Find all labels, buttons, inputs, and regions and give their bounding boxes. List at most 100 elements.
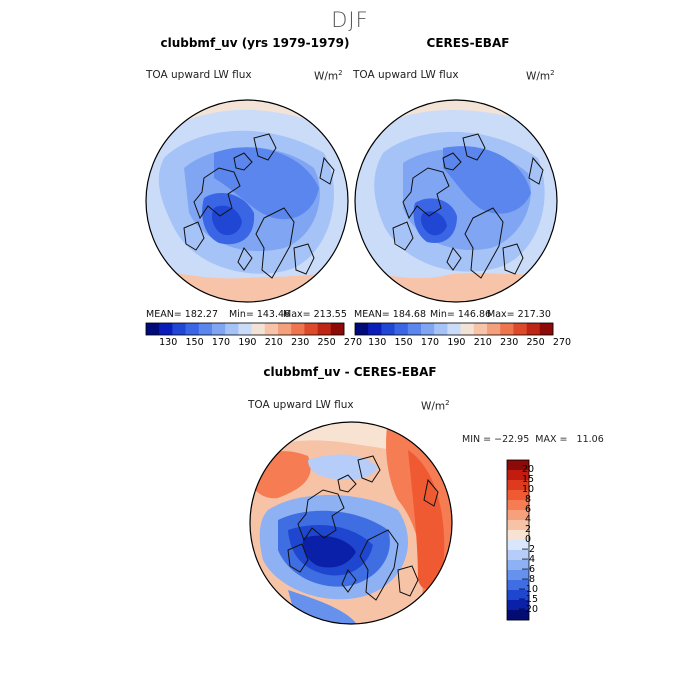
obs-min-label: Min= 146.86 [430, 309, 492, 320]
model-max-label: Max= 213.55 [283, 309, 347, 320]
model-polar-map [145, 99, 349, 303]
obs-colorbar-tick-label: 210 [473, 337, 492, 348]
diff-colorbar-swatch [507, 510, 529, 521]
obs-max-label: Max= 217.30 [487, 309, 551, 320]
obs-colorbar-swatch [473, 323, 488, 335]
model-colorbar-tick-label: 170 [211, 337, 231, 348]
diff-colorbar-swatch [507, 550, 529, 561]
obs-colorbar-swatch [500, 323, 514, 335]
model-colorbar-swatch [264, 323, 279, 335]
diff-minmax-label: MIN = −22.95 MAX = 11.06 [462, 434, 604, 445]
diff-colorbar-frame [506, 459, 530, 621]
model-colorbar-swatch [198, 323, 213, 335]
diff-colorbar-swatch [507, 610, 529, 621]
obs-colorbar [354, 322, 554, 336]
obs-units-label: W/m2 [526, 69, 555, 83]
model-colorbar-swatch [172, 323, 186, 335]
model-units-label: W/m2 [314, 69, 343, 83]
model-mean-label: MEAN= 182.27 [146, 309, 219, 320]
model-colorbar-swatch [185, 323, 200, 335]
model-colorbar-swatch [159, 323, 173, 335]
diff-colorbar-swatch [507, 570, 529, 581]
obs-mean-label: MEAN= 184.68 [354, 309, 427, 320]
model-panel-title: clubbmf_uv (yrs 1979-1979) [160, 36, 350, 50]
model-colorbar-swatch [304, 323, 318, 335]
diff-colorbar [506, 459, 530, 621]
diff-polar-map [249, 421, 453, 625]
model-colorbar-swatch [330, 323, 345, 335]
obs-colorbar-swatch [487, 323, 501, 335]
obs-panel-title: CERES-EBAF [426, 36, 510, 50]
diff-colorbar-tick-label: 10 [521, 484, 535, 495]
obs-colorbar-swatch [355, 323, 369, 335]
obs-colorbar-tick-label: 190 [447, 337, 466, 348]
diff-colorbar-swatch [507, 500, 529, 511]
season-title: DJF [331, 8, 369, 32]
diff-colorbar-tick-label: 0 [524, 534, 532, 545]
diff-colorbar-tick-label: −10 [517, 584, 539, 595]
diff-colorbar-swatch [507, 560, 529, 571]
diff-colorbar-tick-label: −4 [520, 554, 535, 565]
diff-panel-title: clubbmf_uv - CERES-EBAF [263, 365, 437, 379]
model-colorbar [145, 322, 345, 336]
obs-colorbar-swatch [368, 323, 382, 335]
obs-colorbar-swatch [447, 323, 461, 335]
obs-colorbar-tick-label: 170 [420, 337, 440, 348]
diff-colorbar-tick-label: −2 [520, 544, 535, 555]
obs-colorbar-swatch [526, 323, 541, 335]
obs-colorbar-swatch [394, 323, 409, 335]
diff-colorbar-tick-label: −6 [520, 564, 535, 575]
diff-colorbar-tick-label: 20 [521, 464, 535, 475]
diff-colorbar-swatch [507, 480, 529, 491]
model-colorbar-tick-label: 130 [159, 337, 178, 348]
model-colorbar-tick-label: 270 [343, 337, 363, 348]
model-colorbar-swatch [317, 323, 332, 335]
diff-colorbar-swatch [507, 580, 529, 591]
obs-variable-label: TOA upward LW flux [353, 69, 459, 81]
model-colorbar-tick-label: 230 [291, 337, 310, 348]
obs-colorbar-swatch [381, 323, 395, 335]
diff-colorbar-swatch [507, 520, 529, 531]
diff-colorbar-tick-label: −20 [517, 604, 539, 615]
obs-colorbar-swatch [407, 323, 422, 335]
model-colorbar-swatch [146, 323, 160, 335]
model-colorbar-tick-label: 190 [238, 337, 257, 348]
obs-colorbar-swatch [513, 323, 527, 335]
obs-colorbar-tick-label: 250 [526, 337, 545, 348]
diff-colorbar-tick-label: 2 [524, 524, 532, 535]
obs-colorbar-swatch [434, 323, 448, 335]
model-variable-label: TOA upward LW flux [146, 69, 252, 81]
model-colorbar-tick-label: 250 [317, 337, 336, 348]
diff-colorbar-swatch [507, 460, 529, 471]
diff-colorbar-tick-label: 8 [524, 494, 532, 505]
model-colorbar-tick-label: 150 [185, 337, 204, 348]
diff-colorbar-swatch [507, 530, 529, 541]
model-colorbar-swatch [291, 323, 305, 335]
obs-colorbar-swatch [460, 323, 475, 335]
model-colorbar-swatch [212, 323, 226, 335]
obs-colorbar-swatch [421, 323, 435, 335]
model-colorbar-frame [145, 322, 345, 336]
obs-polar-map [354, 99, 558, 303]
obs-colorbar-labels: 130 150 170 190 210 230 250 270 [355, 337, 571, 349]
model-colorbar-labels: 130 150 170 190 210 230 250 270 [146, 337, 362, 349]
obs-colorbar-frame [354, 322, 554, 336]
obs-colorbar-swatch [539, 323, 554, 335]
diff-colorbar-swatch [507, 600, 529, 611]
diff-variable-label: TOA upward LW flux [248, 399, 354, 411]
diff-colorbar-tick-label: −8 [520, 574, 535, 585]
obs-colorbar-tick-label: 150 [394, 337, 413, 348]
diff-colorbar-labels: 20 15 10 8 6 4 2 0 −2 −4 −6 −8 −10 −15 −20 [490, 460, 550, 620]
model-colorbar-swatch [238, 323, 252, 335]
diff-colorbar-tick-label: −15 [517, 594, 539, 605]
model-min-label: Min= 143.46 [229, 309, 291, 320]
model-colorbar-tick-label: 210 [264, 337, 283, 348]
diff-colorbar-tick-label: 6 [524, 504, 532, 515]
model-colorbar-swatch [251, 323, 266, 335]
diff-colorbar-swatch [507, 540, 529, 551]
diff-units-label: W/m2 [421, 399, 450, 413]
obs-colorbar-tick-label: 230 [500, 337, 519, 348]
diff-colorbar-swatch [507, 490, 529, 501]
obs-colorbar-tick-label: 130 [368, 337, 387, 348]
diff-colorbar-swatch [507, 470, 529, 481]
